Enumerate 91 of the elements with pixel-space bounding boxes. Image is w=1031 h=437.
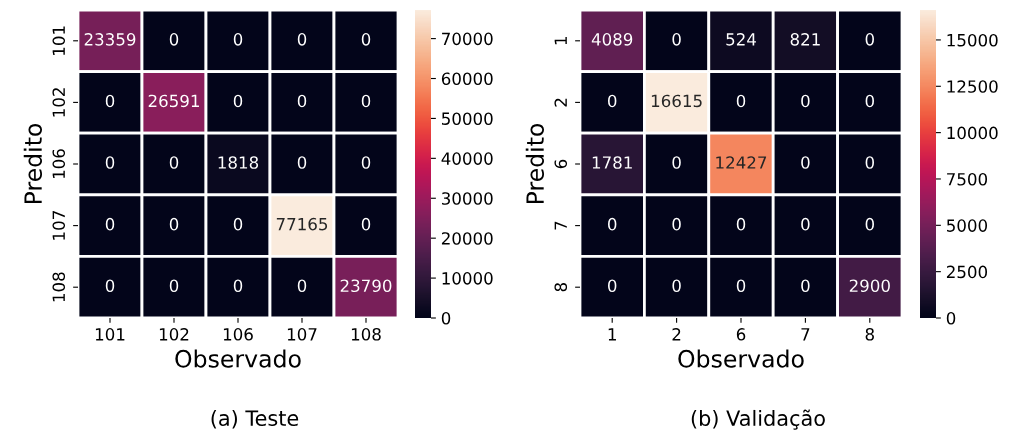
- color-bar-label: 60000: [441, 72, 493, 86]
- data-label: 0: [297, 94, 307, 108]
- y-tick-label: 107: [52, 211, 66, 240]
- y-axis-title: Predito: [525, 123, 545, 204]
- color-bar-label: 70000: [442, 32, 493, 46]
- x-axis-title: Observado: [678, 349, 804, 368]
- x-tick-label: 6: [736, 328, 746, 341]
- data-label: 0: [608, 94, 617, 108]
- y-tick-label: 102: [52, 88, 66, 117]
- data-label: 0: [801, 217, 810, 231]
- y-tick-label: 2: [554, 98, 567, 107]
- data-label: 0: [865, 156, 874, 169]
- data-label: 0: [297, 279, 307, 293]
- data-label: 821: [790, 33, 820, 46]
- data-label: 1818: [218, 156, 259, 169]
- data-label: 0: [801, 279, 810, 293]
- color-bar-label: 10000: [442, 272, 493, 285]
- data-label: 0: [865, 94, 874, 108]
- data-label: 0: [672, 217, 681, 231]
- data-label: 0: [736, 279, 746, 293]
- x-tick-label: 108: [351, 328, 381, 341]
- data-label: 0: [297, 156, 307, 169]
- data-label: 1781: [592, 156, 632, 169]
- color-bar-label: 12500: [947, 80, 998, 93]
- x-tick-label: 101: [95, 328, 125, 341]
- data-label: 0: [297, 33, 307, 46]
- data-label: 0: [865, 33, 874, 46]
- x-tick-label: 102: [159, 328, 189, 341]
- data-label: 0: [169, 217, 179, 231]
- color-bar-label: 10000: [947, 126, 998, 140]
- y-tick-label: 101: [52, 26, 66, 55]
- data-label: 0: [736, 94, 746, 108]
- color-bar-label: 7500: [947, 172, 988, 186]
- data-label: 0: [672, 156, 681, 169]
- color-bar-label: 40000: [441, 152, 493, 165]
- color-bar-label: 0: [441, 311, 451, 325]
- data-label: 0: [801, 94, 810, 108]
- data-label: 0: [865, 217, 874, 231]
- color-bar-label: 0: [946, 311, 956, 325]
- y-tick-label: 1: [554, 37, 567, 45]
- x-tick-label: 7: [801, 328, 810, 341]
- data-label: 77165: [276, 217, 328, 231]
- y-tick-label: 6: [554, 159, 568, 169]
- x-tick-label: 106: [223, 328, 253, 341]
- data-label: 0: [233, 279, 243, 293]
- x-tick-label: 8: [865, 328, 874, 341]
- data-label: 0: [672, 33, 681, 46]
- color-bar-label: 5000: [947, 219, 988, 232]
- data-label: 0: [608, 279, 617, 293]
- data-label: 0: [608, 217, 617, 231]
- data-label: 0: [361, 156, 371, 169]
- x-tick-label: 107: [287, 328, 317, 341]
- x-tick-label: 1: [608, 328, 616, 341]
- data-label: 524: [726, 33, 756, 46]
- data-label: 0: [801, 156, 810, 169]
- data-label: 23790: [340, 279, 392, 293]
- color-bar-label: 30000: [441, 192, 493, 205]
- data-label: 0: [105, 217, 115, 231]
- data-label: 0: [736, 217, 746, 231]
- color-bar-label: 15000: [947, 33, 998, 47]
- y-tick-label: 106: [52, 149, 66, 179]
- data-label: 0: [233, 33, 243, 46]
- data-label: 0: [169, 156, 179, 169]
- data-label: 0: [361, 94, 371, 108]
- data-label: 0: [105, 279, 115, 293]
- text: (a) Teste: [211, 409, 299, 429]
- y-tick-label: 108: [52, 272, 66, 302]
- data-label: 26591: [148, 94, 199, 108]
- y-axis-title: Predito: [23, 123, 43, 204]
- data-label: 23359: [84, 33, 136, 46]
- y-tick-label: 7: [554, 221, 567, 230]
- data-label: 4089: [591, 33, 633, 46]
- x-axis-title: Observado: [175, 349, 301, 368]
- x-tick-label: 2: [672, 328, 681, 341]
- data-label: 0: [361, 33, 371, 46]
- data-label: 16615: [651, 94, 702, 108]
- color-bar-label: 50000: [442, 112, 493, 125]
- data-label: 0: [105, 94, 115, 108]
- text: (b) Validação: [691, 409, 825, 430]
- data-label: 12427: [716, 156, 767, 169]
- data-label: 0: [169, 33, 179, 46]
- data-label: 0: [672, 279, 681, 293]
- data-label: 0: [233, 217, 243, 231]
- data-label: 0: [105, 156, 115, 169]
- color-bar-label: 2500: [946, 265, 988, 279]
- color-bar-label: 20000: [441, 232, 493, 245]
- data-label: 0: [233, 94, 243, 108]
- y-tick-label: 8: [554, 283, 568, 292]
- data-label: 0: [361, 217, 371, 231]
- data-label: 0: [169, 279, 179, 293]
- data-label: 2900: [849, 279, 890, 293]
